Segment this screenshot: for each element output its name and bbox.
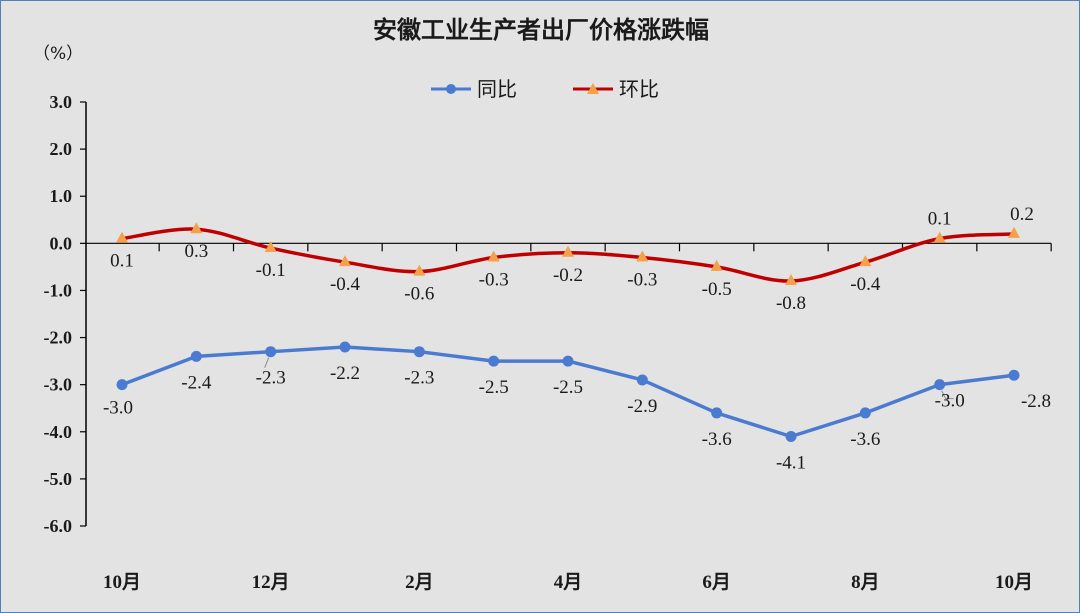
data-label-yoy: -3.6 — [702, 429, 732, 450]
data-label-yoy: -2.8 — [1021, 391, 1051, 412]
data-label-mom: -0.4 — [330, 274, 361, 295]
legend-item-mom: 环比 — [573, 77, 659, 101]
data-label-mom: -0.8 — [776, 293, 806, 314]
point-yoy — [265, 346, 277, 358]
data-label-mom: 0.3 — [184, 241, 208, 262]
data-label-mom: -0.3 — [479, 269, 509, 290]
data-label-mom: -0.5 — [702, 279, 732, 300]
data-label-yoy: -3.0 — [103, 398, 133, 419]
data-label-mom: -0.3 — [627, 269, 657, 290]
y-tick-label: -6.0 — [44, 516, 73, 536]
data-label-mom: 0.2 — [1010, 204, 1034, 225]
legend-label-mom: 环比 — [619, 77, 659, 101]
series-layer — [116, 222, 1020, 442]
legend: 同比 环比 — [431, 77, 659, 101]
data-label-yoy: -2.5 — [479, 377, 509, 398]
x-tick-label: 8月 — [851, 572, 880, 593]
point-mom — [487, 250, 500, 262]
point-yoy — [339, 341, 351, 353]
y-tick-label: -3.0 — [44, 375, 73, 395]
data-label-yoy: -2.5 — [553, 377, 583, 398]
data-label-yoy: -3.6 — [850, 429, 880, 450]
x-tick-label: 4月 — [554, 572, 583, 593]
point-yoy — [116, 379, 128, 391]
x-tick-label: 10月 — [103, 572, 141, 593]
data-label-layer: 0.1 0.3 -0.1 -0.4 -0.6 -0.3 -0.2 -0.3 -0.5 -0.8 -0… — [103, 204, 1051, 474]
point-yoy — [636, 374, 648, 386]
data-label-yoy: -2.2 — [330, 363, 360, 384]
point-mom — [116, 231, 128, 243]
legend-marker-mom — [587, 83, 599, 94]
point-mom — [785, 274, 797, 286]
data-label-mom: 0.1 — [110, 251, 134, 272]
legend-label-yoy: 同比 — [477, 77, 517, 101]
y-tick-label: 3.0 — [50, 92, 73, 112]
point-mom — [859, 255, 872, 267]
data-label-mom: -0.1 — [256, 260, 286, 281]
x-tick-label: 12月 — [252, 572, 290, 593]
data-label-yoy: -4.1 — [776, 452, 806, 473]
leader-line — [941, 390, 954, 400]
point-mom — [710, 259, 723, 271]
y-tick-label: 1.0 — [50, 186, 73, 206]
point-yoy — [1008, 369, 1020, 381]
data-label-mom: -0.4 — [850, 274, 881, 295]
data-label-mom: -0.6 — [404, 284, 434, 305]
chart-title: 安徽工业生产者出厂价格涨跌幅 — [373, 16, 709, 44]
data-label-yoy: -2.3 — [256, 368, 286, 389]
y-tick-label: 0.0 — [50, 233, 73, 253]
legend-item-yoy: 同比 — [431, 77, 517, 101]
y-tick-label: -5.0 — [44, 469, 73, 489]
point-mom — [264, 241, 277, 253]
y-tick-label: -1.0 — [44, 280, 73, 300]
point-yoy — [859, 407, 871, 419]
point-yoy — [413, 346, 425, 358]
point-mom — [636, 250, 649, 262]
point-yoy — [934, 379, 946, 391]
x-axis-ticks: 10月 12月 2月 4月 6月 8月 10月 — [103, 243, 1052, 593]
point-yoy — [190, 350, 202, 362]
y-axis-unit: （%） — [33, 44, 83, 64]
axes: 3.0 2.0 1.0 0.0 -1.0 -2.0 -3.0 -4.0 -5.0 -6.0 — [44, 92, 1051, 536]
data-label-mom: -0.2 — [553, 265, 583, 286]
point-mom — [562, 245, 574, 257]
data-label-yoy: -3.0 — [935, 391, 965, 412]
data-label-yoy: -2.3 — [404, 368, 434, 389]
data-label-yoy: -2.4 — [181, 372, 212, 393]
y-tick-label: -2.0 — [44, 328, 73, 348]
point-yoy — [562, 355, 574, 367]
data-label-yoy: -2.9 — [627, 396, 657, 417]
x-tick-label: 10月 — [995, 572, 1033, 593]
point-mom — [413, 264, 426, 276]
y-tick-label: 2.0 — [50, 139, 73, 159]
point-yoy — [711, 407, 723, 419]
point-mom — [933, 231, 946, 243]
x-tick-label: 6月 — [702, 572, 731, 593]
point-yoy — [785, 430, 797, 442]
point-mom — [1008, 226, 1020, 238]
point-yoy — [488, 355, 500, 367]
point-mom — [339, 255, 351, 267]
point-mom — [190, 222, 203, 234]
leader-line — [264, 357, 270, 368]
data-label-mom: 0.1 — [928, 209, 952, 230]
x-tick-label: 2月 — [405, 572, 434, 593]
legend-marker-yoy — [446, 84, 456, 94]
y-tick-label: -4.0 — [44, 422, 73, 442]
